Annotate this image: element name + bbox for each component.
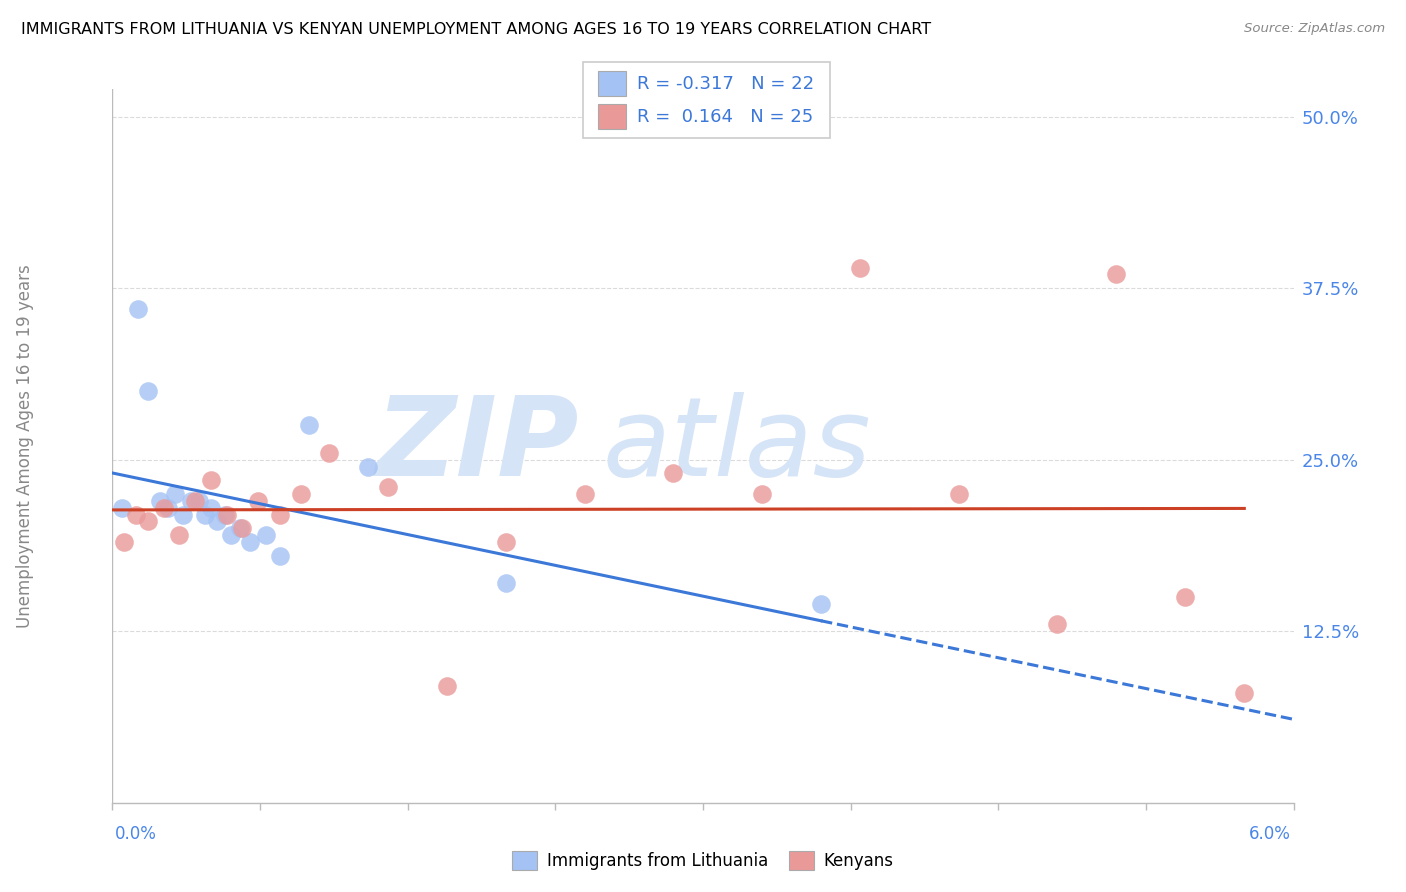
Point <box>1105 268 1128 282</box>
Point <box>269 549 291 563</box>
Point <box>377 480 399 494</box>
Point <box>810 597 832 611</box>
Point <box>200 473 222 487</box>
Point <box>1233 686 1256 700</box>
Point <box>156 500 179 515</box>
Point <box>662 467 685 481</box>
Text: 0.0%: 0.0% <box>115 825 157 843</box>
Point <box>180 494 202 508</box>
Point <box>165 487 187 501</box>
Point <box>1046 617 1069 632</box>
Point <box>149 494 172 508</box>
Point <box>200 500 222 515</box>
Text: 6.0%: 6.0% <box>1249 825 1291 843</box>
Text: R =  0.164   N = 25: R = 0.164 N = 25 <box>637 108 813 126</box>
Point <box>219 528 242 542</box>
Point <box>318 446 340 460</box>
Point <box>125 508 148 522</box>
Point <box>495 535 517 549</box>
Point <box>194 508 217 522</box>
Point <box>188 494 211 508</box>
Point <box>214 508 236 522</box>
Point <box>215 508 238 522</box>
Point <box>169 528 191 542</box>
Text: atlas: atlas <box>603 392 872 500</box>
Point <box>152 500 174 515</box>
Point <box>849 260 872 275</box>
Point <box>239 535 262 549</box>
Point <box>298 418 321 433</box>
Text: Unemployment Among Ages 16 to 19 years: Unemployment Among Ages 16 to 19 years <box>17 264 34 628</box>
Text: IMMIGRANTS FROM LITHUANIA VS KENYAN UNEMPLOYMENT AMONG AGES 16 TO 19 YEARS CORRE: IMMIGRANTS FROM LITHUANIA VS KENYAN UNEM… <box>21 22 931 37</box>
Point <box>495 576 517 591</box>
Point <box>1174 590 1197 604</box>
Point <box>136 515 159 529</box>
Point <box>436 679 458 693</box>
Point <box>751 487 773 501</box>
Text: R = -0.317   N = 22: R = -0.317 N = 22 <box>637 75 814 93</box>
Point <box>136 384 159 398</box>
Point <box>229 521 252 535</box>
Point <box>112 535 135 549</box>
Legend: Immigrants from Lithuania, Kenyans: Immigrants from Lithuania, Kenyans <box>506 844 900 877</box>
Point <box>127 301 149 316</box>
Point <box>254 528 277 542</box>
Point <box>111 500 134 515</box>
Point <box>574 487 596 501</box>
Point <box>290 487 312 501</box>
Point <box>184 494 207 508</box>
Text: ZIP: ZIP <box>375 392 579 500</box>
Point <box>205 515 228 529</box>
Point <box>231 521 253 535</box>
Point <box>357 459 380 474</box>
Point <box>172 508 194 522</box>
Point <box>269 508 291 522</box>
Point <box>948 487 970 501</box>
Text: Source: ZipAtlas.com: Source: ZipAtlas.com <box>1244 22 1385 36</box>
Point <box>247 494 270 508</box>
